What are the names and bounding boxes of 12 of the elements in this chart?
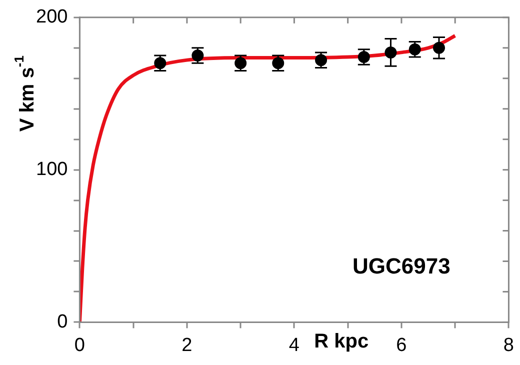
y-axis-title: V km s-1 bbox=[12, 56, 39, 132]
x-axis-title: R kpc bbox=[314, 330, 369, 353]
annotation: UGC6973 bbox=[352, 253, 450, 278]
y-tick-label: 200 bbox=[36, 6, 68, 28]
x-tick-label: 8 bbox=[503, 334, 514, 356]
y-tick-label: 0 bbox=[57, 311, 68, 332]
x-tick-label: 2 bbox=[182, 334, 192, 356]
x-tick-label: 6 bbox=[396, 334, 407, 356]
x-tick-label: 0 bbox=[74, 334, 85, 356]
y-tick-label: 100 bbox=[36, 159, 68, 180]
x-tick-label: 4 bbox=[288, 334, 300, 356]
line-series bbox=[80, 34, 457, 322]
